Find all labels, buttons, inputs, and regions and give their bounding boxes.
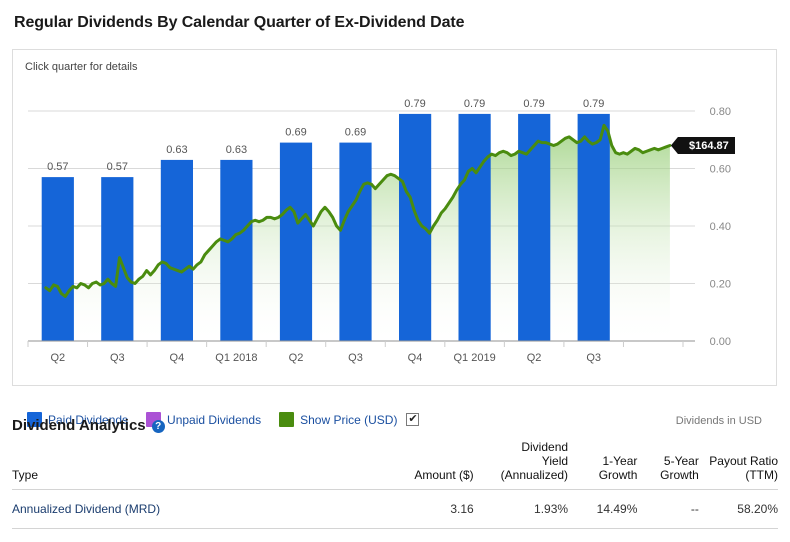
bar [160, 159, 193, 341]
dividend-analytics-table: Type Amount ($) Dividend Yield (Annualiz… [12, 440, 778, 529]
bar [339, 142, 372, 341]
bar [279, 142, 313, 341]
bar-value-label: 0.63 [226, 144, 247, 156]
cell-payout-ratio: 58.20% [698, 489, 778, 529]
chart-hint: Click quarter for details [25, 61, 138, 73]
price-tooltip-bg [670, 137, 735, 154]
chart-panel: Click quarter for details 0.00 0.20 0.40 0.… [12, 49, 777, 427]
legend-label-paid-dividends: Paid Dividends [48, 412, 129, 427]
bar-value-label: 0.57 [107, 161, 128, 173]
y-axis-tick-label: 0.00 [710, 336, 731, 348]
help-icon[interactable]: ? [151, 420, 165, 433]
chart-legend: Paid Dividends Unpaid Dividends Show Pri… [27, 412, 428, 427]
bar-value-label: 0.79 [404, 99, 425, 110]
bar [518, 113, 551, 342]
column-header-payout-ratio: Payout Ratio (TTM) [698, 440, 778, 490]
y-axis-tick-label: 0.20 [710, 279, 731, 291]
bar [458, 113, 491, 342]
x-axis-tick-label: Q3 [348, 352, 363, 364]
legend-label-unpaid-dividends: Unpaid Dividends [167, 412, 262, 427]
table-row: Annualized Dividend (MRD) 3.16 1.93% 14.… [12, 489, 778, 529]
bar [577, 113, 610, 342]
bar [41, 177, 74, 341]
x-axis-tick-label: Q1 2018 [215, 352, 257, 364]
column-header-1-year-growth: 1-Year Growth [568, 440, 638, 490]
column-header-dividend-yield: Dividend Yield (Annualized) [473, 440, 569, 490]
bar-value-label: 0.79 [464, 99, 485, 110]
legend-item-show-price[interactable]: Show Price (USD) ✔ [279, 412, 420, 427]
y-axis-tick-label: 0.40 [710, 221, 731, 233]
bar [399, 113, 432, 342]
x-axis-tick-label: Q4 [170, 352, 185, 364]
bar [101, 177, 134, 341]
price-tooltip-label: $164.87 [689, 140, 729, 152]
section-title-dividend-analytics: Dividend Analytics ? [12, 417, 165, 434]
column-header-5-year-growth: 5-Year Growth [637, 440, 699, 490]
table-header-row: Type Amount ($) Dividend Yield (Annualiz… [12, 440, 778, 490]
x-axis-tick-label: Q2 [289, 352, 304, 364]
bar [220, 159, 253, 341]
page-title: Regular Dividends By Calendar Quarter of… [14, 14, 465, 31]
column-header-type: Type [12, 440, 395, 490]
x-axis-tick-label: Q2 [527, 352, 542, 364]
bar-value-label: 0.69 [345, 127, 366, 139]
dividends-chart[interactable]: 0.00 0.20 0.40 0.60 0.80 0.57 0.57 0.63 0.63 0.69… [23, 99, 735, 386]
cell-1-year-growth: 14.49% [568, 489, 638, 529]
show-price-checkbox[interactable]: ✔ [406, 413, 420, 426]
bar-value-label: 0.57 [47, 161, 68, 173]
cell-amount: 3.16 [394, 489, 474, 529]
bar-value-label: 0.79 [583, 99, 604, 110]
x-axis-tick-label: Q1 2019 [453, 352, 495, 364]
x-axis-tick-label: Q2 [50, 352, 65, 364]
cell-dividend-yield: 1.93% [473, 489, 569, 529]
y-axis-tick-label: 0.60 [710, 164, 731, 176]
bar-value-label: 0.79 [523, 99, 544, 110]
cell-type: Annualized Dividend (MRD) [12, 489, 395, 529]
cell-5-year-growth: -- [637, 489, 699, 529]
section-title-text: Dividend Analytics [12, 417, 146, 434]
chart-axis-note: Dividends in USD [675, 415, 762, 427]
x-axis-tick-label: Q3 [110, 352, 125, 364]
bar-value-label: 0.63 [166, 144, 187, 156]
legend-swatch-paid-dividends [27, 412, 42, 427]
column-header-amount: Amount ($) [394, 440, 474, 490]
price-line [44, 123, 672, 298]
legend-item-paid-dividends[interactable]: Paid Dividends [27, 412, 128, 427]
bar-value-label: 0.69 [285, 127, 306, 139]
legend-label-show-price: Show Price (USD) [300, 412, 398, 427]
y-axis-tick-label: 0.80 [710, 106, 731, 118]
legend-swatch-show-price [279, 412, 295, 427]
x-axis-tick-label: Q3 [586, 352, 601, 364]
x-axis-tick-label: Q4 [408, 352, 423, 364]
price-tooltip: $164.87 [670, 137, 735, 154]
